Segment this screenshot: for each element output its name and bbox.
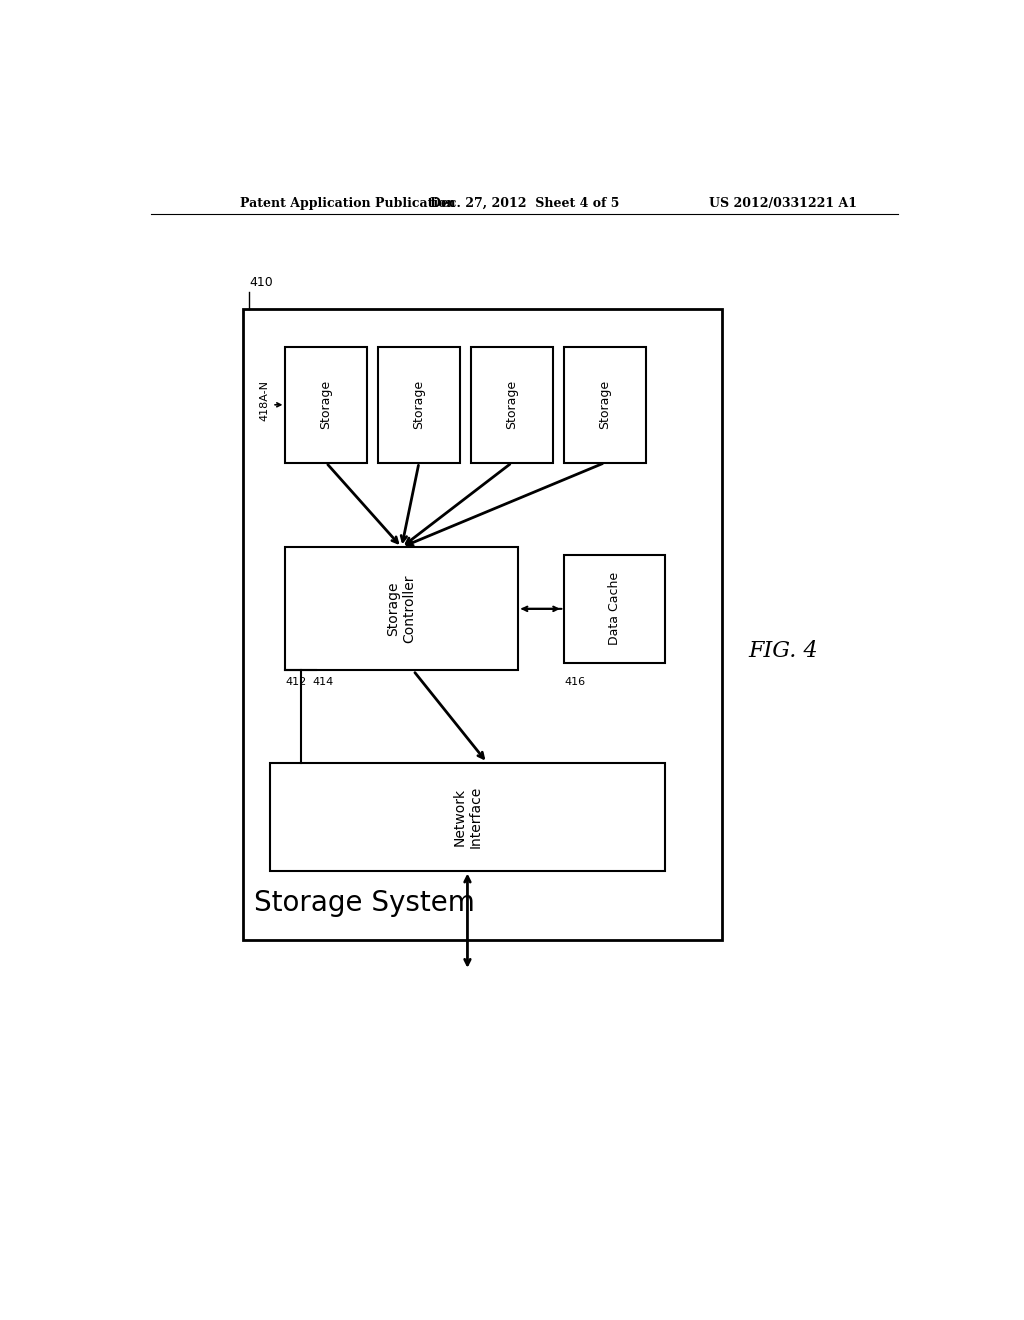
Text: Network
Interface: Network Interface [453, 785, 482, 847]
Bar [286, 347, 367, 462]
Text: FIG. 4: FIG. 4 [749, 640, 818, 663]
Text: Storage System: Storage System [254, 888, 475, 917]
Text: Dec. 27, 2012  Sheet 4 of 5: Dec. 27, 2012 Sheet 4 of 5 [430, 197, 620, 210]
Text: Data Cache: Data Cache [608, 573, 622, 645]
Bar [471, 347, 553, 462]
Text: Storage: Storage [319, 380, 333, 429]
Text: 412: 412 [286, 677, 306, 686]
Bar [378, 347, 460, 462]
Bar [564, 554, 665, 663]
Bar [286, 548, 518, 671]
Text: Storage
Controller: Storage Controller [386, 574, 417, 643]
Text: Storage: Storage [598, 380, 611, 429]
Bar [270, 763, 665, 871]
Text: Storage: Storage [506, 380, 518, 429]
Text: 414: 414 [312, 677, 334, 686]
Bar [564, 347, 646, 462]
Text: 410: 410 [249, 276, 272, 289]
Text: US 2012/0331221 A1: US 2012/0331221 A1 [710, 197, 857, 210]
Text: 418A-N: 418A-N [260, 380, 269, 421]
Bar [243, 309, 722, 940]
Text: 416: 416 [564, 677, 586, 686]
Text: Storage: Storage [413, 380, 426, 429]
Text: Patent Application Publication: Patent Application Publication [241, 197, 456, 210]
